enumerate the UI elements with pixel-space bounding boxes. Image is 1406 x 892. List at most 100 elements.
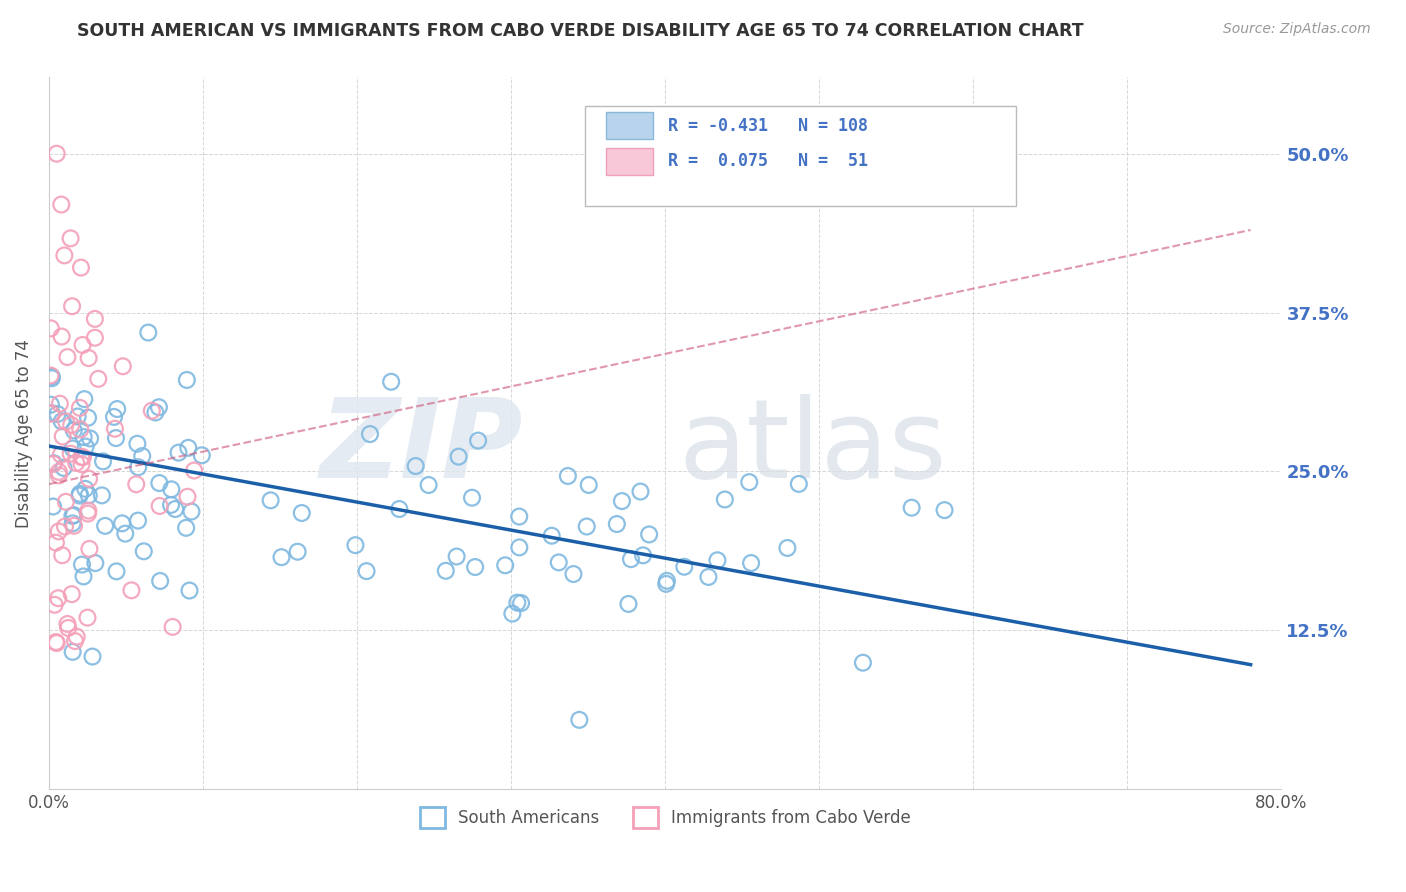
Point <box>42 456 65 470</box>
Text: ZIP: ZIP <box>321 394 523 501</box>
Point <box>136 326 159 340</box>
Point <box>405 458 427 473</box>
Point <box>62 516 84 531</box>
Point <box>510 596 533 610</box>
Point <box>111 359 134 374</box>
Point <box>508 509 530 524</box>
Point <box>191 448 214 462</box>
Point <box>42 500 65 514</box>
Point <box>180 504 202 518</box>
Point <box>359 427 381 442</box>
Point <box>73 430 96 444</box>
Point <box>787 477 810 491</box>
Point <box>467 434 489 448</box>
Point <box>617 597 640 611</box>
Point <box>90 488 112 502</box>
Point <box>179 583 201 598</box>
Text: SOUTH AMERICAN VS IMMIGRANTS FROM CABO VERDE DISABILITY AGE 65 TO 74 CORRELATION: SOUTH AMERICAN VS IMMIGRANTS FROM CABO V… <box>77 22 1084 40</box>
Point <box>344 538 367 552</box>
Point <box>46 591 69 606</box>
Point <box>75 482 97 496</box>
Point <box>51 414 73 428</box>
Point <box>79 541 101 556</box>
Point <box>547 555 569 569</box>
Point <box>655 577 678 591</box>
Point <box>60 299 83 313</box>
Point <box>447 450 470 464</box>
Point <box>56 617 79 632</box>
Point <box>160 483 183 497</box>
Point <box>673 559 696 574</box>
Point <box>120 583 142 598</box>
Point <box>127 460 149 475</box>
Text: R =  0.075   N =  51: R = 0.075 N = 51 <box>668 153 868 170</box>
Point <box>740 556 762 570</box>
Point <box>83 311 105 326</box>
Point <box>127 514 149 528</box>
Point <box>104 422 127 436</box>
Point <box>87 372 110 386</box>
Point <box>56 350 79 364</box>
Point <box>63 508 86 523</box>
Point <box>287 545 309 559</box>
Point <box>62 645 84 659</box>
Point <box>103 409 125 424</box>
Legend: South Americans, Immigrants from Cabo Verde: South Americans, Immigrants from Cabo Ve… <box>413 801 917 834</box>
Point <box>69 401 91 415</box>
Point <box>508 541 530 555</box>
FancyBboxPatch shape <box>606 148 652 175</box>
Point <box>356 564 378 578</box>
Point <box>91 454 114 468</box>
Point <box>167 445 190 459</box>
Point <box>446 549 468 564</box>
Point <box>69 489 91 503</box>
Point <box>55 495 77 509</box>
Point <box>69 422 91 436</box>
Point <box>160 498 183 512</box>
Point <box>114 526 136 541</box>
Point <box>62 442 84 456</box>
Point <box>575 519 598 533</box>
Point <box>62 423 84 437</box>
Point <box>104 431 127 445</box>
Text: Source: ZipAtlas.com: Source: ZipAtlas.com <box>1223 22 1371 37</box>
Point <box>51 197 73 211</box>
Point <box>270 550 292 565</box>
Point <box>506 596 529 610</box>
Point <box>41 406 63 420</box>
Point <box>183 463 205 477</box>
Point <box>66 630 89 644</box>
Point <box>39 368 62 383</box>
Point <box>49 397 72 411</box>
Point <box>127 436 149 450</box>
Point <box>145 405 167 419</box>
Point <box>77 351 100 365</box>
Point <box>39 398 62 412</box>
Point <box>69 487 91 501</box>
Point <box>60 587 83 601</box>
Point <box>620 552 643 566</box>
Point <box>148 476 170 491</box>
Point <box>59 447 82 461</box>
Point <box>83 331 105 345</box>
Point <box>176 373 198 387</box>
Point <box>141 403 163 417</box>
Point <box>52 461 75 475</box>
Point <box>53 248 76 262</box>
Point <box>630 484 652 499</box>
Point <box>51 329 73 343</box>
Point <box>494 558 516 573</box>
Point <box>48 468 70 483</box>
Point <box>76 610 98 624</box>
Point <box>380 375 402 389</box>
Point <box>259 493 281 508</box>
Point <box>165 502 187 516</box>
Point <box>72 450 94 464</box>
Point <box>77 472 100 486</box>
Point <box>540 529 562 543</box>
Point <box>39 321 62 335</box>
Point <box>72 338 94 352</box>
Point <box>434 564 457 578</box>
Point <box>105 565 128 579</box>
Point <box>934 503 956 517</box>
